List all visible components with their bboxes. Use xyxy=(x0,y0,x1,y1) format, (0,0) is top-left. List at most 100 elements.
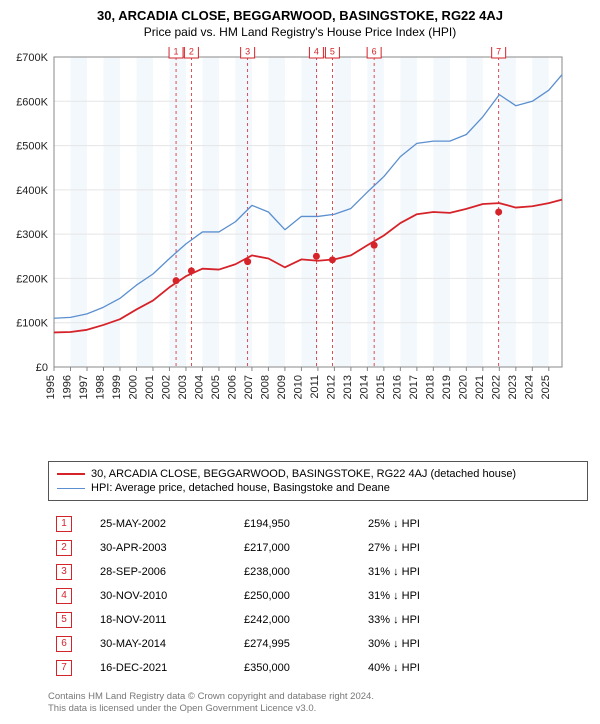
event-delta: 30% ↓ HPI xyxy=(362,633,426,655)
svg-text:4: 4 xyxy=(314,47,319,56)
event-index: 7 xyxy=(50,657,92,679)
event-price: £238,000 xyxy=(238,561,360,583)
svg-text:5: 5 xyxy=(330,47,335,56)
chart-title-block: 30, ARCADIA CLOSE, BEGGARWOOD, BASINGSTO… xyxy=(8,8,592,39)
svg-text:2000: 2000 xyxy=(127,375,139,399)
event-date: 30-APR-2003 xyxy=(94,537,236,559)
svg-text:2010: 2010 xyxy=(292,375,304,399)
event-delta: 40% ↓ HPI xyxy=(362,657,426,679)
event-date: 18-NOV-2011 xyxy=(94,609,236,631)
svg-text:2013: 2013 xyxy=(342,375,354,399)
svg-text:£700K: £700K xyxy=(16,52,48,64)
table-row: 2 30-APR-2003£217,00027% ↓ HPI xyxy=(50,537,426,559)
event-index: 1 xyxy=(50,513,92,535)
svg-text:2019: 2019 xyxy=(441,375,453,399)
svg-text:£600K: £600K xyxy=(16,96,48,108)
legend-label: HPI: Average price, detached house, Basi… xyxy=(91,482,390,494)
event-index-box: 5 xyxy=(56,612,72,628)
event-date: 16-DEC-2021 xyxy=(94,657,236,679)
event-price: £242,000 xyxy=(238,609,360,631)
svg-text:1995: 1995 xyxy=(45,375,57,399)
event-price: £274,995 xyxy=(238,633,360,655)
table-row: 7 16-DEC-2021£350,00040% ↓ HPI xyxy=(50,657,426,679)
svg-text:2015: 2015 xyxy=(375,375,387,399)
event-index-box: 1 xyxy=(56,516,72,532)
svg-text:2011: 2011 xyxy=(309,375,321,399)
event-index-box: 6 xyxy=(56,636,72,652)
event-date: 30-MAY-2014 xyxy=(94,633,236,655)
svg-text:2008: 2008 xyxy=(259,375,271,399)
event-index: 6 xyxy=(50,633,92,655)
event-date: 25-MAY-2002 xyxy=(94,513,236,535)
svg-text:2014: 2014 xyxy=(358,375,370,399)
svg-text:7: 7 xyxy=(496,47,501,56)
event-price: £194,950 xyxy=(238,513,360,535)
event-price: £217,000 xyxy=(238,537,360,559)
table-row: 4 30-NOV-2010£250,00031% ↓ HPI xyxy=(50,585,426,607)
event-index-box: 4 xyxy=(56,588,72,604)
chart-legend: 30, ARCADIA CLOSE, BEGGARWOOD, BASINGSTO… xyxy=(48,461,588,501)
legend-item: 30, ARCADIA CLOSE, BEGGARWOOD, BASINGSTO… xyxy=(57,468,579,480)
chart-title: 30, ARCADIA CLOSE, BEGGARWOOD, BASINGSTO… xyxy=(8,8,592,23)
legend-swatch xyxy=(57,473,85,475)
svg-text:2024: 2024 xyxy=(523,375,535,399)
svg-text:£300K: £300K xyxy=(16,229,48,241)
svg-text:2001: 2001 xyxy=(144,375,156,399)
legend-label: 30, ARCADIA CLOSE, BEGGARWOOD, BASINGSTO… xyxy=(91,468,516,480)
svg-text:2016: 2016 xyxy=(391,375,403,399)
table-row: 3 28-SEP-2006£238,00031% ↓ HPI xyxy=(50,561,426,583)
event-delta: 31% ↓ HPI xyxy=(362,561,426,583)
svg-text:2023: 2023 xyxy=(507,375,519,399)
svg-text:£0: £0 xyxy=(36,362,48,374)
svg-text:2002: 2002 xyxy=(160,375,172,399)
legend-item: HPI: Average price, detached house, Basi… xyxy=(57,482,579,494)
footer-attribution: Contains HM Land Registry data © Crown c… xyxy=(48,691,588,716)
svg-text:2: 2 xyxy=(189,47,194,56)
footer-line: Contains HM Land Registry data © Crown c… xyxy=(48,691,588,703)
table-row: 1 25-MAY-2002£194,95025% ↓ HPI xyxy=(50,513,426,535)
svg-text:1998: 1998 xyxy=(94,375,106,399)
svg-text:£100K: £100K xyxy=(16,318,48,330)
svg-text:2025: 2025 xyxy=(540,375,552,399)
svg-text:2007: 2007 xyxy=(243,375,255,399)
event-date: 30-NOV-2010 xyxy=(94,585,236,607)
table-row: 518-NOV-2011£242,00033% ↓ HPI xyxy=(50,609,426,631)
event-index-box: 7 xyxy=(56,660,72,676)
event-index: 4 xyxy=(50,585,92,607)
svg-text:2009: 2009 xyxy=(276,375,288,399)
event-price: £350,000 xyxy=(238,657,360,679)
event-index: 2 xyxy=(50,537,92,559)
svg-text:2022: 2022 xyxy=(490,375,502,399)
event-delta: 25% ↓ HPI xyxy=(362,513,426,535)
svg-text:£200K: £200K xyxy=(16,273,48,285)
price-chart: £0 £100K £200K £300K £400K £500K £600K £700K 199… xyxy=(8,47,568,453)
svg-text:1997: 1997 xyxy=(78,375,90,399)
chart-container: £0 £100K £200K £300K £400K £500K £600K £700K 199… xyxy=(8,47,592,453)
svg-text:2020: 2020 xyxy=(457,375,469,399)
event-delta: 31% ↓ HPI xyxy=(362,585,426,607)
event-delta: 27% ↓ HPI xyxy=(362,537,426,559)
svg-text:2017: 2017 xyxy=(408,375,420,399)
svg-text:2005: 2005 xyxy=(210,375,222,399)
svg-text:3: 3 xyxy=(245,47,250,56)
legend-swatch xyxy=(57,488,85,489)
svg-text:2003: 2003 xyxy=(177,375,189,399)
table-row: 6 30-MAY-2014£274,99530% ↓ HPI xyxy=(50,633,426,655)
svg-text:2006: 2006 xyxy=(226,375,238,399)
event-date: 28-SEP-2006 xyxy=(94,561,236,583)
svg-text:2018: 2018 xyxy=(424,375,436,399)
svg-text:1: 1 xyxy=(174,47,179,56)
sale-events-table: 1 25-MAY-2002£194,95025% ↓ HPI 2 30-APR-200… xyxy=(48,511,428,681)
svg-text:6: 6 xyxy=(372,47,377,56)
svg-text:1999: 1999 xyxy=(111,375,123,399)
svg-text:£500K: £500K xyxy=(16,141,48,153)
event-price: £250,000 xyxy=(238,585,360,607)
svg-text:2021: 2021 xyxy=(474,375,486,399)
chart-subtitle: Price paid vs. HM Land Registry's House … xyxy=(8,25,592,39)
event-index-box: 3 xyxy=(56,564,72,580)
svg-text:2004: 2004 xyxy=(193,375,205,399)
event-index-box: 2 xyxy=(56,540,72,556)
svg-text:2012: 2012 xyxy=(325,375,337,399)
svg-text:1996: 1996 xyxy=(61,375,73,399)
svg-text:£400K: £400K xyxy=(16,185,48,197)
